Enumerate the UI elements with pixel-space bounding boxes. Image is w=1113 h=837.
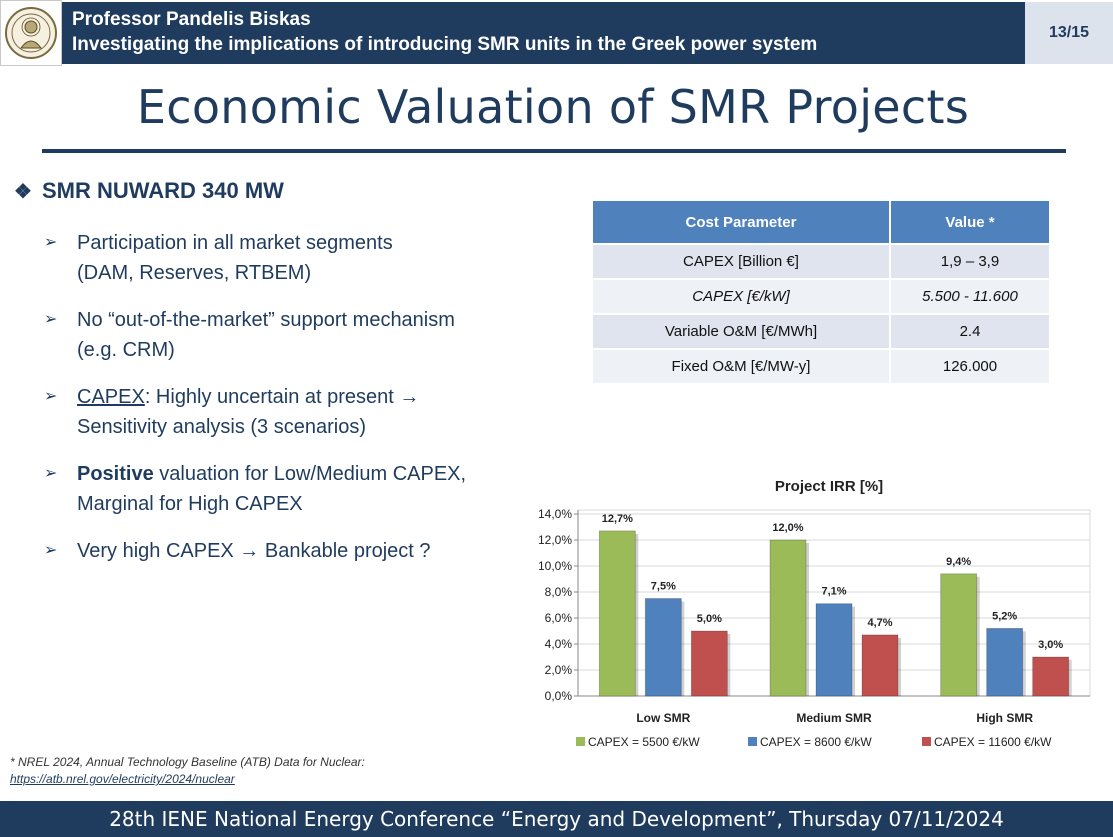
y-tick-label: 0,0% bbox=[545, 689, 573, 703]
title-divider bbox=[42, 149, 1066, 153]
bar bbox=[815, 603, 853, 697]
bar bbox=[598, 530, 636, 697]
bullet-text: Marginal for High CAPEX bbox=[77, 493, 303, 515]
y-tick-label: 8,0% bbox=[545, 585, 573, 599]
data-label: 3,0% bbox=[1038, 639, 1063, 651]
table-row: CAPEX [€/kW] 5.500 - 11.600 bbox=[593, 280, 1049, 313]
list-item: ➢ Very high CAPEX → Bankable project ? bbox=[44, 536, 534, 566]
bar bbox=[690, 630, 728, 697]
legend-label: CAPEX = 8600 €/kW bbox=[760, 735, 872, 749]
table-cell: 126.000 bbox=[891, 350, 1049, 383]
slide-title: Economic Valuation of SMR Projects bbox=[136, 80, 970, 134]
data-label: 7,5% bbox=[651, 581, 676, 593]
legend-label: CAPEX = 5500 €/kW bbox=[588, 735, 700, 749]
column-header: Value * bbox=[891, 201, 1049, 243]
table-cell: 2.4 bbox=[891, 315, 1049, 348]
arrow-bullet-icon: ➢ bbox=[44, 311, 58, 328]
column-header: Cost Parameter bbox=[593, 201, 891, 243]
footnote-link[interactable]: https://atb.nrel.gov/electricity/2024/nu… bbox=[10, 772, 235, 786]
cost-parameter-table: Cost Parameter Value * CAPEX [Billion €]… bbox=[593, 199, 1049, 385]
table-cell: CAPEX [€/kW] bbox=[593, 280, 891, 313]
slide-footer: 28th IENE National Energy Conference “En… bbox=[0, 801, 1113, 837]
bar bbox=[1032, 656, 1070, 697]
table-cell: CAPEX [Billion €] bbox=[593, 245, 891, 278]
table-row: CAPEX [Billion €] 1,9 – 3,9 bbox=[593, 245, 1049, 278]
data-label: 9,4% bbox=[946, 556, 971, 568]
legend-swatch bbox=[748, 737, 757, 746]
project-irr-chart: Project IRR [%] 14,0% 12,0% 10,0% 8,0% 6,0% 4,… bbox=[538, 478, 1091, 749]
slide-header: Professor Pandelis Biskas Investigating … bbox=[0, 0, 1113, 66]
bar bbox=[861, 634, 899, 697]
x-tick-label: High SMR bbox=[976, 711, 1033, 725]
bar bbox=[644, 598, 682, 697]
bullet-text: (e.g. CRM) bbox=[77, 339, 175, 361]
list-item: ➢ No “out-of-the-market” support mechani… bbox=[44, 305, 534, 365]
list-item: ➢ CAPEX: Highly uncertain at present → Se… bbox=[44, 382, 534, 442]
y-tick-label: 6,0% bbox=[545, 611, 573, 625]
data-label: 12,7% bbox=[602, 513, 633, 525]
footnote: * NREL 2024, Annual Technology Baseline … bbox=[10, 754, 365, 788]
data-label: 5,0% bbox=[697, 613, 722, 625]
legend-swatch bbox=[576, 737, 585, 746]
table-row: Variable O&M [€/MWh] 2.4 bbox=[593, 315, 1049, 348]
bullet-text: Sensitivity analysis (3 scenarios) bbox=[77, 416, 366, 438]
diamond-bullet-icon: ❖ bbox=[14, 180, 32, 203]
table-cell: 1,9 – 3,9 bbox=[891, 245, 1049, 278]
main-bullet-label: SMR NUWARD 340 MW bbox=[41, 178, 284, 203]
table-cell: Variable O&M [€/MWh] bbox=[593, 315, 891, 348]
legend-swatch bbox=[922, 737, 931, 746]
bar bbox=[986, 627, 1024, 697]
arrow-bullet-icon: ➢ bbox=[44, 234, 58, 251]
y-tick-label: 12,0% bbox=[538, 533, 572, 547]
list-item: ➢ Participation in all market segments (D… bbox=[44, 228, 534, 288]
bullet-keyword: CAPEX bbox=[77, 386, 145, 408]
table-cell: 5.500 - 11.600 bbox=[891, 280, 1049, 313]
y-tick-label: 14,0% bbox=[538, 507, 572, 521]
table-row: Fixed O&M [€/MW-y] 126.000 bbox=[593, 350, 1049, 383]
author-name: Professor Pandelis Biskas bbox=[72, 9, 311, 30]
page-number: 13/15 bbox=[1025, 2, 1113, 64]
arrow-bullet-icon: ➢ bbox=[44, 465, 58, 482]
bullet-list: ➢ Participation in all market segments (D… bbox=[44, 228, 534, 583]
bullet-text: (DAM, Reserves, RTBEM) bbox=[77, 262, 312, 284]
data-label: 4,7% bbox=[867, 617, 892, 629]
bullet-text: : Highly uncertain at present → bbox=[144, 386, 420, 408]
university-logo bbox=[0, 0, 62, 66]
bullet-text: valuation for Low/Medium CAPEX, bbox=[153, 463, 467, 485]
footnote-text: * NREL 2024, Annual Technology Baseline … bbox=[10, 755, 365, 769]
bullet-keyword: Positive bbox=[77, 463, 154, 485]
arrow-bullet-icon: ➢ bbox=[44, 542, 58, 559]
chart-title: Project IRR [%] bbox=[775, 478, 883, 495]
table-cell: Fixed O&M [€/MW-y] bbox=[593, 350, 891, 383]
table-header-row: Cost Parameter Value * bbox=[593, 201, 1049, 243]
data-label: 5,2% bbox=[992, 610, 1017, 622]
y-tick-label: 2,0% bbox=[545, 663, 573, 677]
bullet-text: Participation in all market segments bbox=[77, 232, 393, 254]
presentation-subtitle: Investigating the implications of introd… bbox=[72, 34, 818, 55]
x-tick-label: Medium SMR bbox=[796, 711, 872, 725]
data-label: 12,0% bbox=[772, 522, 803, 534]
bullet-text: No “out-of-the-market” support mechanism bbox=[77, 309, 455, 331]
list-item: ➢ Positive valuation for Low/Medium CAPE… bbox=[44, 459, 534, 519]
bar bbox=[940, 573, 978, 697]
arrow-bullet-icon: ➢ bbox=[44, 388, 58, 405]
data-label: 7,1% bbox=[821, 586, 846, 598]
x-tick-label: Low SMR bbox=[636, 711, 690, 725]
main-bullet: ❖ SMR NUWARD 340 MW bbox=[14, 178, 284, 204]
legend-label: CAPEX = 11600 €/kW bbox=[934, 735, 1052, 749]
seal-icon bbox=[5, 7, 57, 59]
bullet-text: Very high CAPEX → Bankable project ? bbox=[77, 540, 431, 562]
header-bar: Professor Pandelis Biskas Investigating … bbox=[62, 2, 1025, 64]
y-tick-label: 4,0% bbox=[545, 637, 573, 651]
bar bbox=[769, 539, 807, 697]
y-tick-label: 10,0% bbox=[538, 559, 572, 573]
